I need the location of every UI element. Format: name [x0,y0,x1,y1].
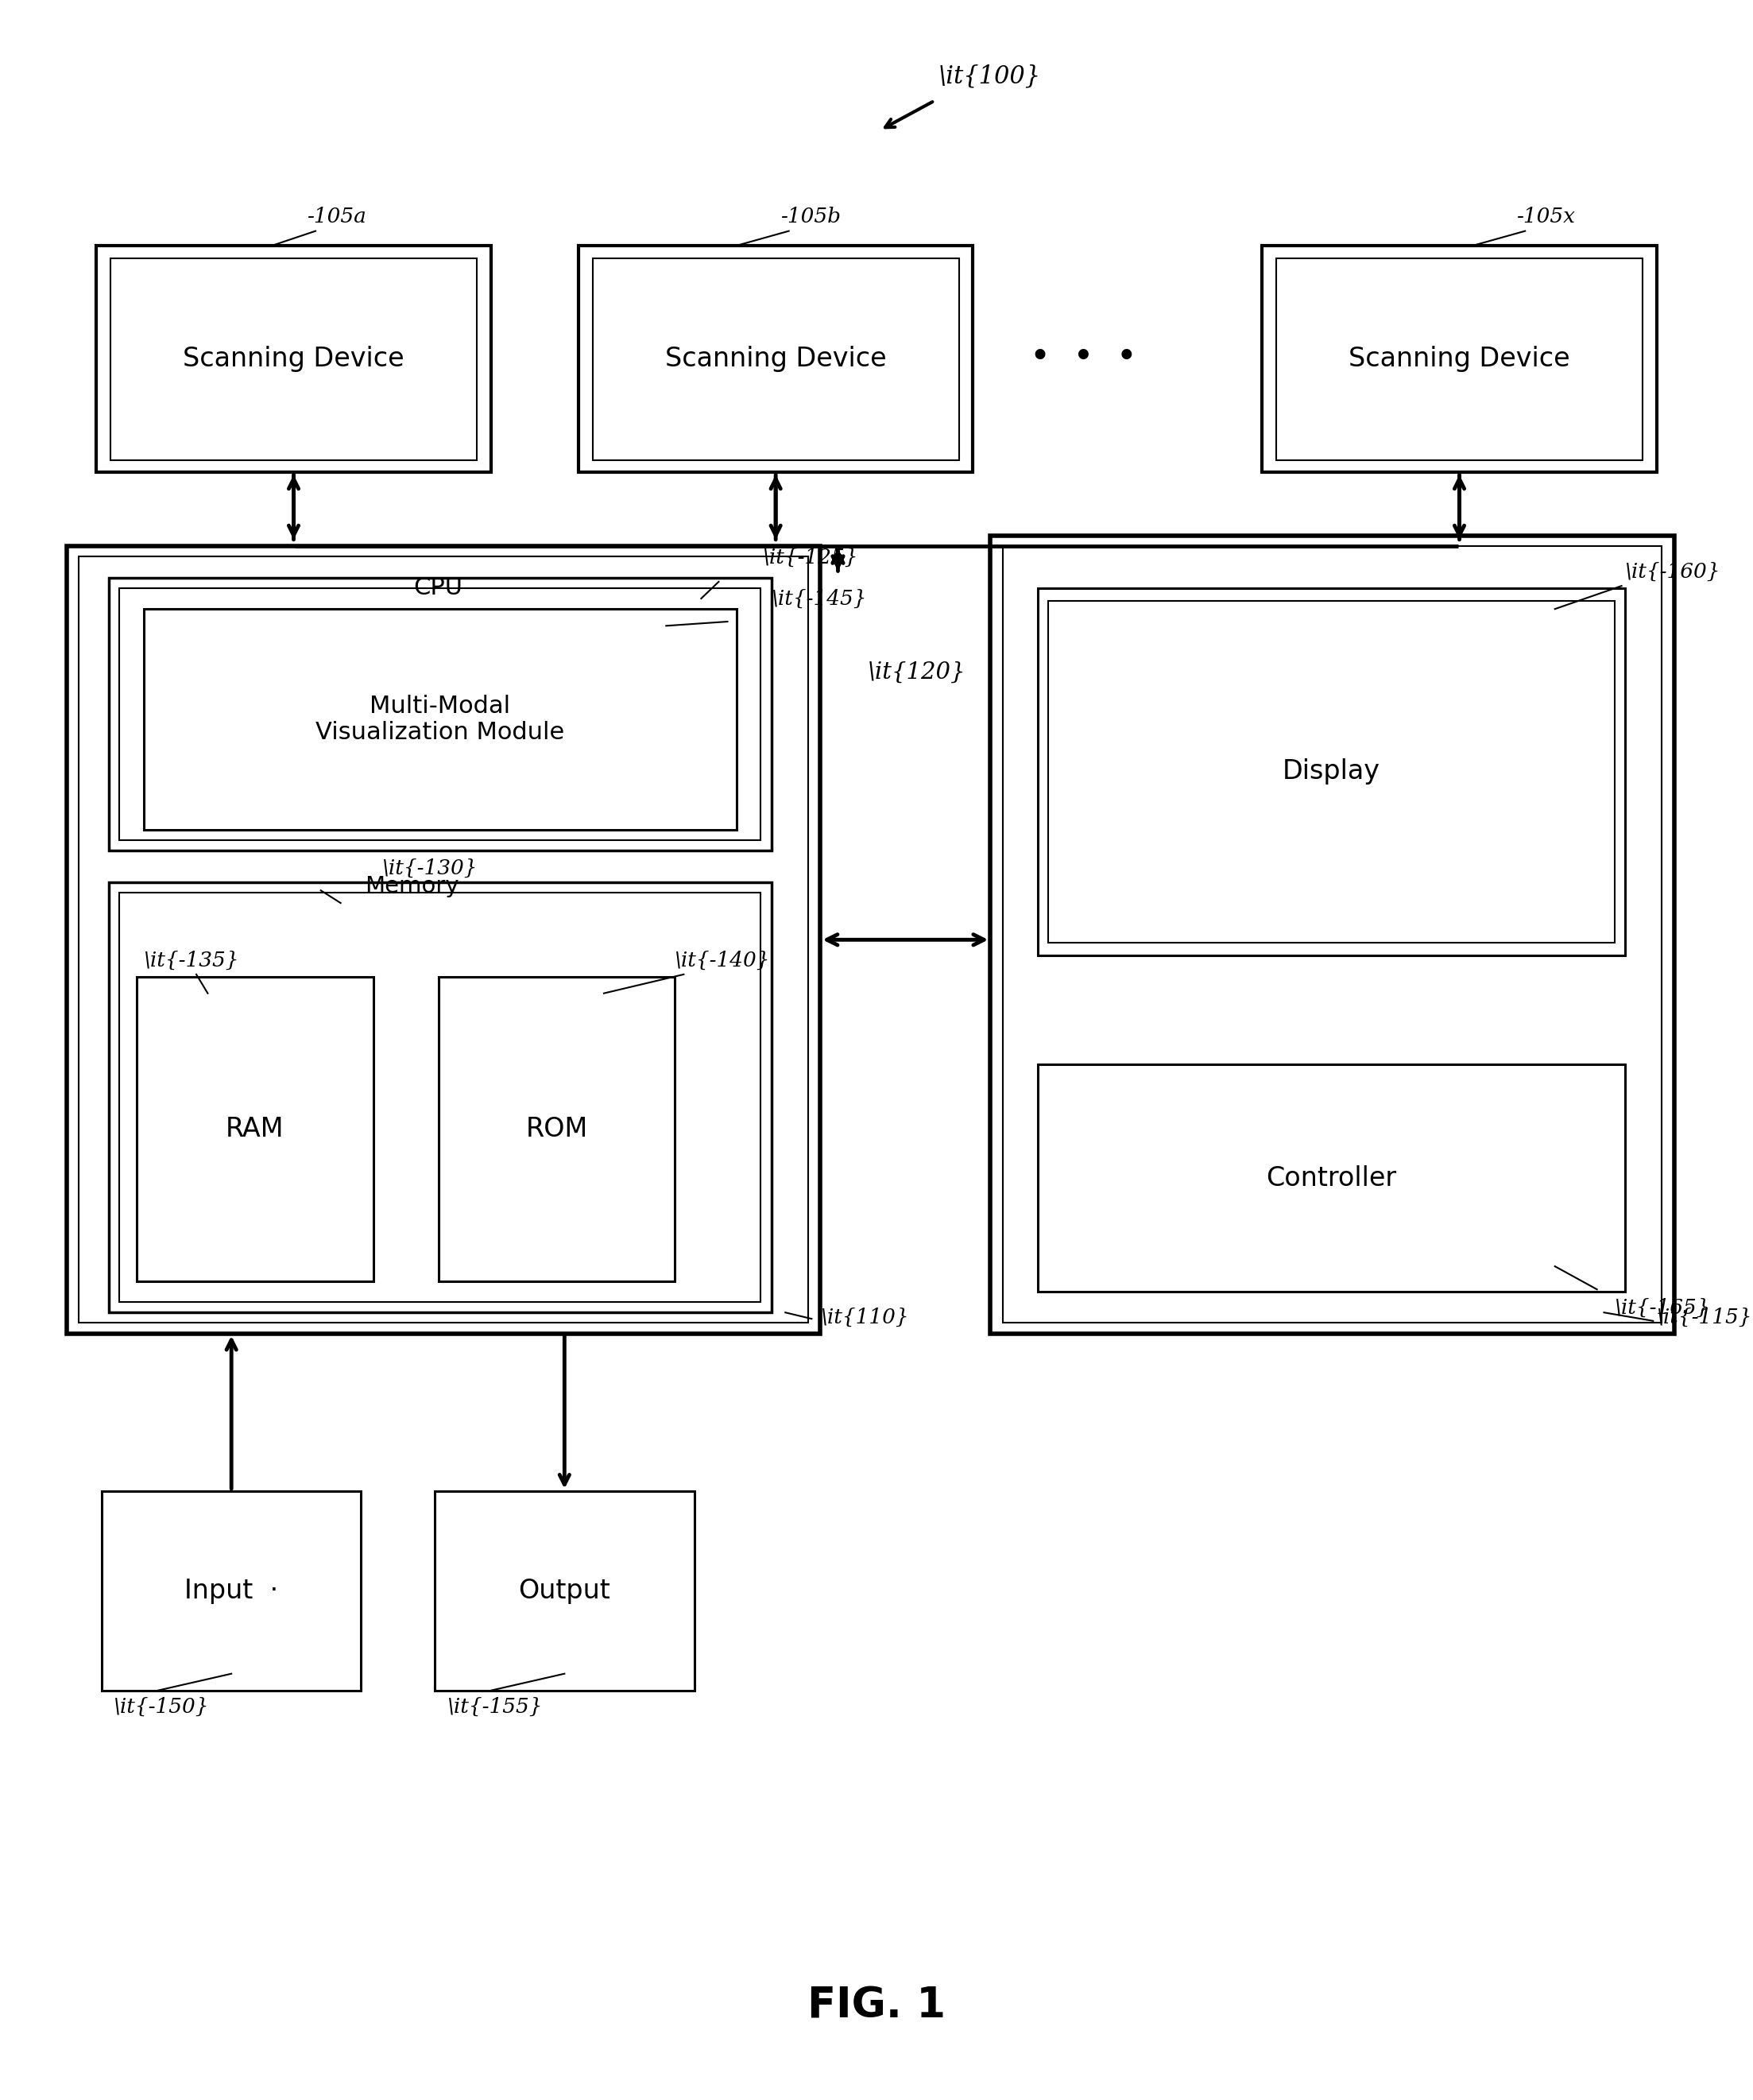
Bar [110,258,477,460]
Text: \it{-125}: \it{-125} [763,548,859,567]
Bar [109,882,771,1312]
Bar [990,536,1674,1334]
Text: Input  ·: Input · [184,1577,279,1604]
Bar [144,609,736,830]
Text: -105b: -105b [780,208,840,227]
Bar [1038,1065,1625,1292]
Text: \it{-140}: \it{-140} [675,951,771,970]
Text: Scanning Device: Scanning Device [664,346,887,372]
Text: Controller: Controller [1266,1166,1397,1191]
Bar [102,1491,361,1691]
Bar [1003,546,1662,1323]
Text: \it{-165}: \it{-165} [1615,1298,1711,1317]
Bar [67,546,820,1334]
Text: \it{100}: \it{100} [938,63,1041,88]
Text: \it{110}: \it{110} [820,1308,910,1327]
Text: RAM: RAM [226,1115,284,1142]
Text: ROM: ROM [526,1115,587,1142]
Bar [1038,588,1625,956]
Text: -105a: -105a [307,208,366,227]
Text: \it{-130}: \it{-130} [382,859,479,878]
Text: \it{-160}: \it{-160} [1625,563,1721,582]
Text: Memory: Memory [365,876,459,897]
Text: CPU: CPU [414,578,463,598]
Bar [1276,258,1643,460]
Text: •  •  •: • • • [1029,340,1138,374]
Text: Output: Output [519,1577,610,1604]
Bar [438,976,675,1281]
Text: \it{-145}: \it{-145} [771,590,868,609]
Text: \it{-115}: \it{-115} [1657,1308,1753,1327]
Bar [119,588,761,840]
Bar [119,892,761,1302]
Text: Scanning Device: Scanning Device [1348,346,1571,372]
Bar [137,976,373,1281]
Text: \it{120}: \it{120} [868,662,966,683]
Text: FIG. 1: FIG. 1 [808,1984,945,2027]
Bar [96,246,491,473]
Text: Multi-Modal
Visualization Module: Multi-Modal Visualization Module [316,695,564,743]
Bar [593,258,959,460]
Text: \it{-135}: \it{-135} [144,951,240,970]
Text: \it{-150}: \it{-150} [114,1697,210,1716]
Text: Scanning Device: Scanning Device [182,346,405,372]
Bar [578,246,973,473]
Bar [109,578,771,851]
Bar [435,1491,694,1691]
Text: -105x: -105x [1516,208,1576,227]
Bar [79,556,808,1323]
Bar [1048,601,1615,943]
Text: Display: Display [1283,758,1380,785]
Bar [1262,246,1657,473]
Text: \it{-155}: \it{-155} [447,1697,543,1716]
